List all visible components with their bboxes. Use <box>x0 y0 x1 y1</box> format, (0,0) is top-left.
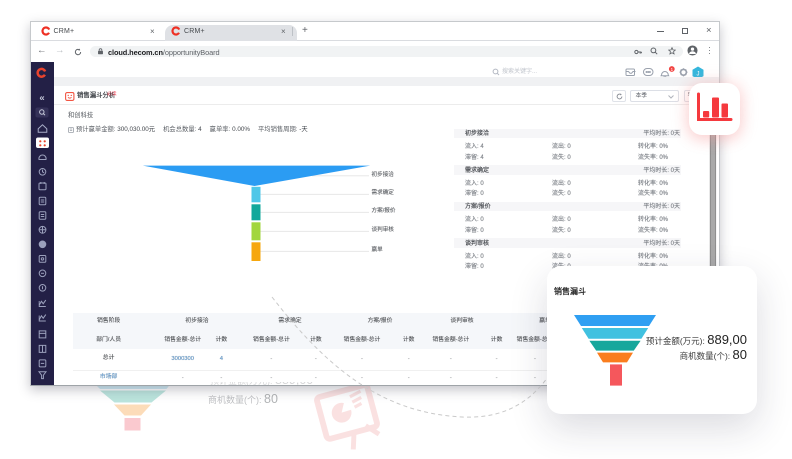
svg-text:J: J <box>697 72 700 78</box>
svg-text:1: 1 <box>671 67 674 72</box>
svg-text:«: « <box>39 92 44 103</box>
